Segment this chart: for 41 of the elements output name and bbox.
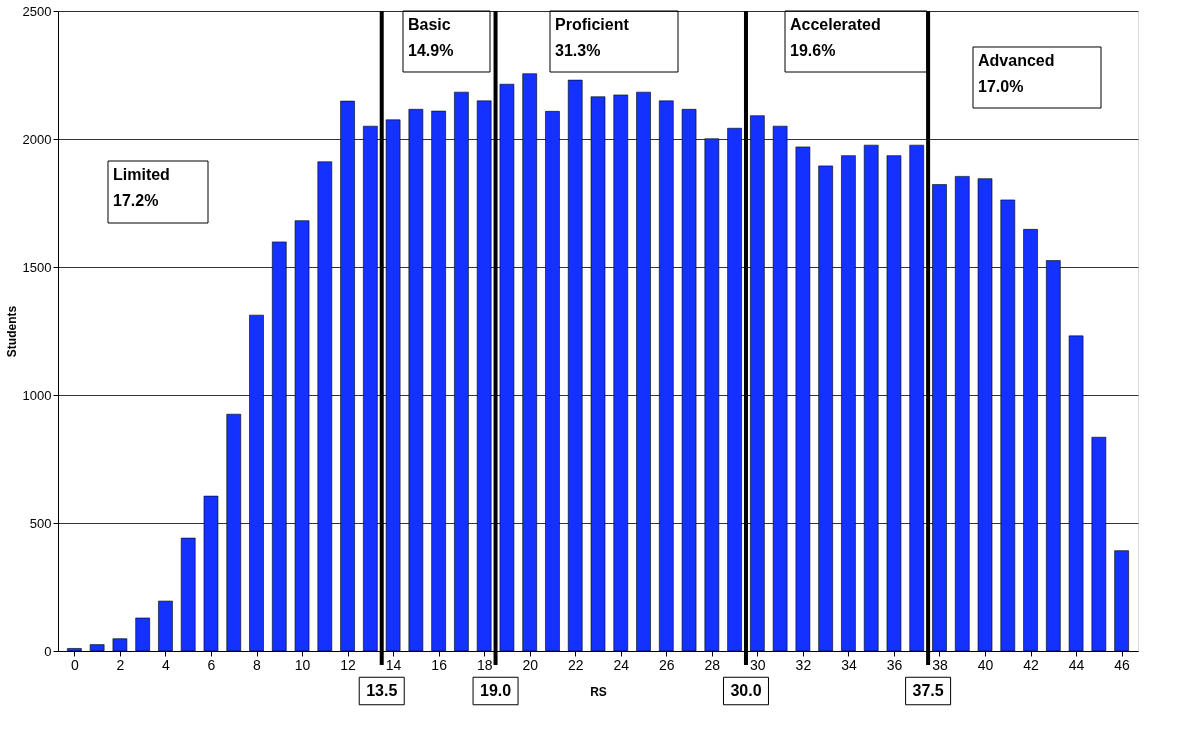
annotation: 19.0 (479, 682, 512, 699)
x-tick-label: 34 (841, 656, 857, 673)
x-axis-title: RS (590, 684, 607, 699)
x-tick-label: 16 (431, 656, 448, 673)
y-tick-label: 1000 (22, 387, 52, 403)
x-tick-label: 12 (340, 656, 357, 673)
x-tick-label: 8 (253, 656, 262, 673)
y-tick-label: 0 (44, 643, 52, 659)
x-tick-label: 14 (385, 656, 402, 673)
x-tick-label: 32 (795, 656, 812, 673)
x-tick-label: 24 (613, 656, 630, 673)
x-tick-label: 6 (207, 656, 216, 673)
x-tick-label: 10 (294, 656, 311, 673)
annotation: 30.0 (730, 682, 762, 699)
x-tick-label: 4 (162, 656, 171, 673)
x-tick-label: 0 (70, 656, 79, 673)
x-tick-label: 40 (977, 656, 994, 673)
x-tick-label: 2 (116, 656, 125, 673)
x-tick-label: 28 (704, 656, 721, 673)
x-tick-label: 36 (886, 656, 903, 673)
y-tick-label: 2000 (22, 131, 52, 147)
annotation: 13.5 (366, 682, 398, 699)
annotation: Proficient 31.3% (555, 16, 630, 59)
y-tick-label: 1500 (22, 259, 52, 275)
annotation: Advanced 17.0% (978, 52, 1055, 95)
x-tick-label: 22 (567, 656, 584, 673)
y-tick-label: 500 (29, 515, 52, 531)
annotation: Basic 14.9% (408, 16, 454, 59)
y-tick-label: 2500 (22, 3, 52, 19)
x-tick-label: 42 (1023, 656, 1040, 673)
x-tick-label: 38 (932, 656, 948, 673)
x-tick-label: 44 (1068, 656, 1085, 673)
x-tick-label: 20 (522, 656, 539, 673)
y-axis-title: Students (4, 305, 19, 358)
annotation: Limited 17.2% (113, 166, 170, 209)
x-tick-label: 18 (476, 656, 493, 673)
x-tick-label: 46 (1114, 656, 1131, 673)
x-tick-label: 30 (750, 656, 766, 673)
annotation: Accelerated 19.6% (790, 16, 881, 59)
x-tick-label: 26 (659, 656, 675, 673)
annotation: 37.5 (912, 682, 944, 699)
